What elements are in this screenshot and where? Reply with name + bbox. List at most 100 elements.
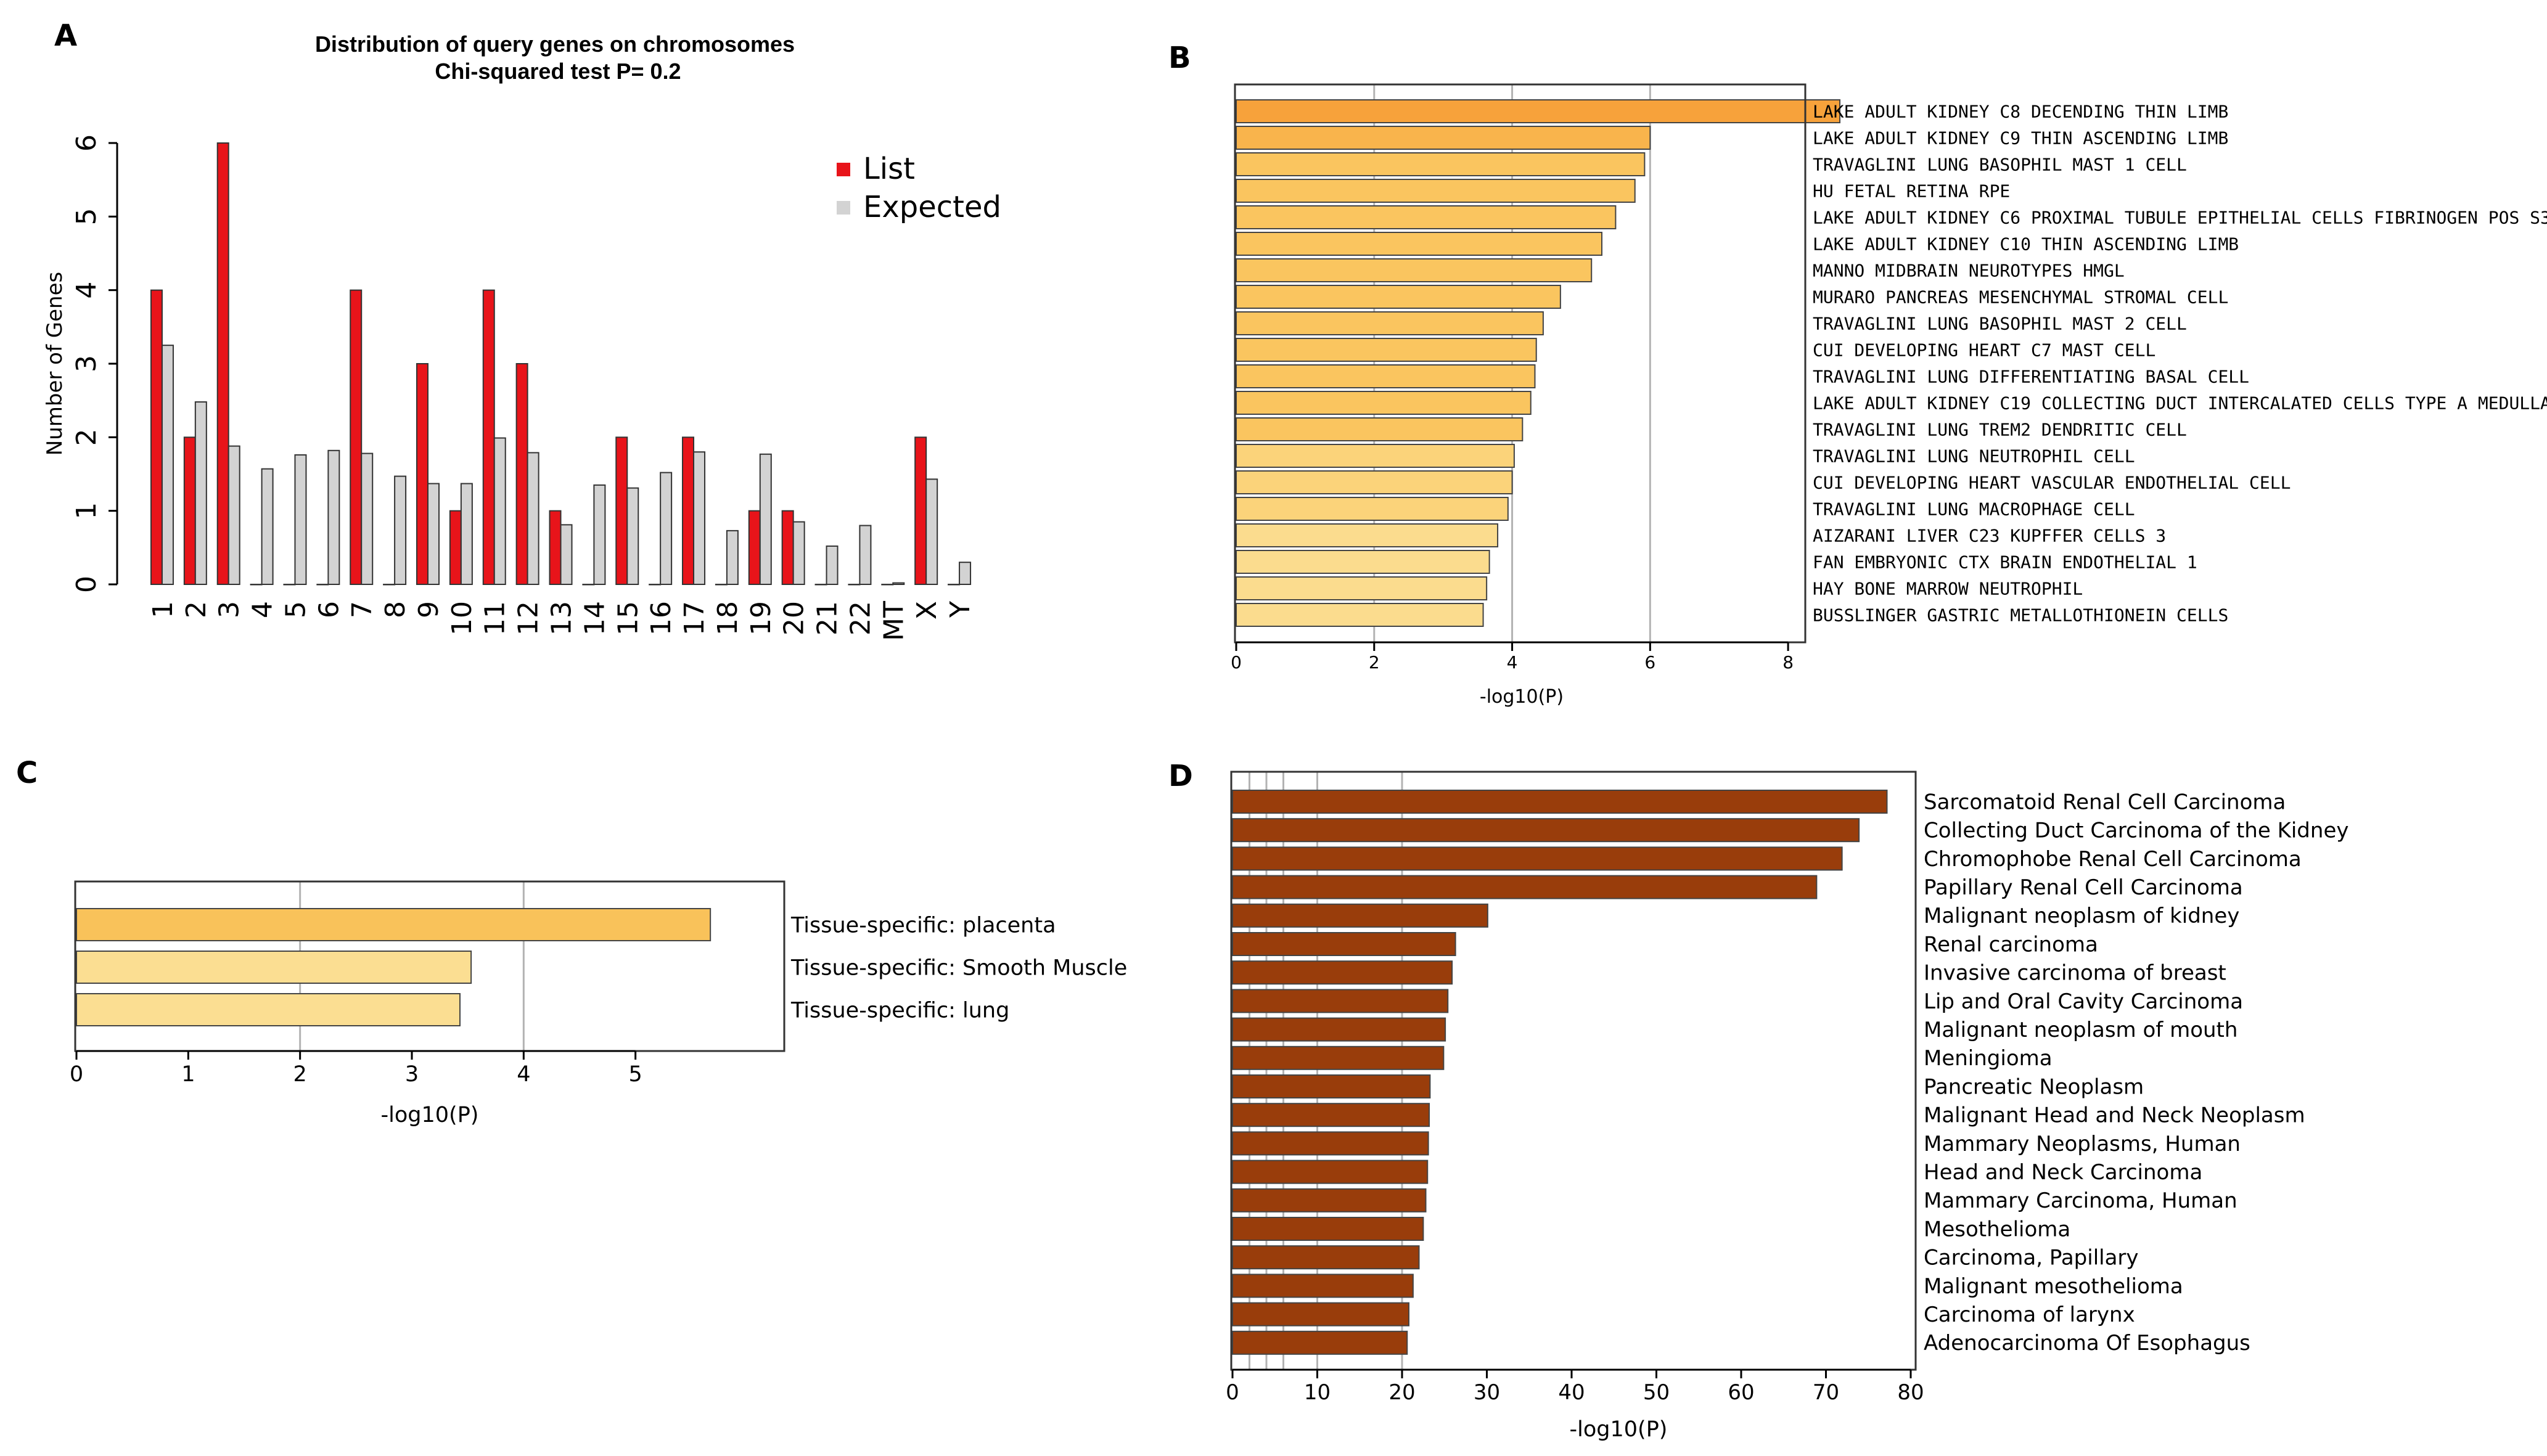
- chart-c-x-tick-label: 1: [181, 1062, 195, 1087]
- chart-d-bar-carcinoma-of-larynx: [1232, 1302, 1409, 1327]
- chart-d-category-label: Meningioma: [1924, 1046, 2053, 1071]
- chart-c-category-label: Tissue-specific: Smooth Muscle: [790, 955, 1127, 980]
- chart-a-bar-expected-10: [460, 483, 473, 585]
- chart-a-bar-list-1: [150, 289, 163, 585]
- chart-b-category-label: TRAVAGLINI LUNG BASOPHIL MAST 1 CELL: [1813, 154, 2187, 174]
- chart-d-bar-pancreatic-neoplasm: [1232, 1074, 1431, 1098]
- chart-b-category-label: LAKE ADULT KIDNEY C8 DECENDING THIN LIMB: [1813, 101, 2228, 121]
- chart-a-x-tick-label: 19: [745, 601, 777, 636]
- chart-a-x-tick-label: 8: [380, 601, 411, 618]
- chart-a-y-tick-label: 5: [71, 208, 102, 225]
- chart-a-bar-expected-20: [792, 521, 805, 585]
- chart-d-bar-papillary-renal-cell-carcinoma: [1232, 875, 1818, 899]
- chart-a-bar-list-2: [183, 436, 196, 585]
- chart-a-x-tick-label: 10: [446, 601, 478, 636]
- chart-a-bar-list-10: [449, 510, 462, 586]
- chart-b-bar-travaglini-lung-basophil-mast-2-cell: [1236, 311, 1544, 335]
- chart-b-category-label: MURARO PANCREAS MESENCHYMAL STROMAL CELL: [1813, 287, 2228, 307]
- chart-d-category-label: Pancreatic Neoplasm: [1924, 1074, 2144, 1099]
- chart-b-category-label: BUSSLINGER GASTRIC METALLOTHIONEIN CELLS: [1813, 605, 2228, 625]
- chart-b-x-tick-label: 0: [1231, 652, 1242, 673]
- chart-a-bar-list-6: [316, 584, 329, 586]
- chart-d-bar-chromophobe-renal-cell-carcinoma: [1232, 846, 1843, 871]
- chart-d-x-tick-label: 70: [1813, 1380, 1839, 1405]
- chart-a-bar-list-mt: [881, 584, 894, 586]
- chart-b-x-tick-label: 2: [1369, 652, 1380, 673]
- chart-a-bar-expected-8: [394, 475, 407, 586]
- chart-a-bar-expected-1: [161, 345, 174, 586]
- chart-b-bar-aizarani-liver-c23-kupffer-cells-3: [1236, 523, 1499, 547]
- chart-d-bar-invasive-carcinoma-of-breast: [1232, 960, 1453, 985]
- chart-b-x-tick-label: 4: [1507, 652, 1518, 673]
- chart-a-y-tick-label: 0: [71, 576, 102, 593]
- chart-d-bar-malignant-neoplasm-of-mouth: [1232, 1017, 1446, 1042]
- chart-b-category-label: MANNO MIDBRAIN NEUROTYPES HMGL: [1813, 260, 2125, 280]
- panel-letter-d: D: [1168, 759, 1193, 793]
- chart-b-bar-lake-adult-kidney-c6-proximal-tubule-epithelial-cells-fibrinogen-pos-s3: [1236, 205, 1617, 229]
- chart-a-bar-expected-14: [593, 484, 606, 586]
- chart-d-bar-lip-and-oral-cavity-carcinoma: [1232, 989, 1449, 1013]
- chart-b-category-label: LAKE ADULT KIDNEY C10 THIN ASCENDING LIM…: [1813, 234, 2239, 254]
- chart-b-x-tick-label: 8: [1782, 652, 1794, 673]
- chart-a-bar-list-12: [515, 363, 528, 585]
- chart-a-bar-expected-22: [859, 525, 872, 585]
- chart-d-category-label: Sarcomatoid Renal Cell Carcinoma: [1924, 790, 2286, 814]
- chart-d-bar-carcinoma-papillary: [1232, 1245, 1420, 1270]
- tissue-enrichment-chart: Tissue-specific: placenta Tissue-specific…: [70, 880, 1127, 1127]
- chart-b-bar-lake-adult-kidney-c9-thin-ascending-limb: [1236, 126, 1651, 150]
- chart-a-bar-expected-13: [560, 524, 573, 586]
- chart-d-category-label: Mammary Carcinoma, Human: [1924, 1188, 2237, 1213]
- chart-a-legend: List Expected: [837, 152, 1001, 224]
- chart-c-x-tick-label: 0: [70, 1062, 83, 1087]
- chart-a-x-tick-label: 14: [579, 601, 610, 636]
- chart-a-bar-list-20: [781, 510, 794, 586]
- chart-d-bar-malignant-mesothelioma: [1232, 1274, 1414, 1298]
- chart-a-bar-list-17: [682, 436, 695, 585]
- chart-a-x-tick-label: 17: [679, 601, 710, 636]
- chart-a-bar-list-11: [482, 289, 495, 585]
- chart-a-bar-expected-3: [228, 445, 240, 585]
- chart-a-bar-list-16: [649, 584, 662, 586]
- chart-a-bar-expected-9: [427, 483, 440, 585]
- chart-d-category-label: Invasive carcinoma of breast: [1924, 961, 2226, 986]
- chart-b-bar-busslinger-gastric-metallothionein-cells: [1236, 603, 1484, 627]
- cell-type-enrichment-chart: LAKE ADULT KIDNEY C8 DECENDING THIN LIMB…: [1231, 83, 2547, 708]
- chart-a-x-tick-label: 11: [480, 601, 511, 636]
- chart-d-category-label: Head and Neck Carcinoma: [1924, 1160, 2202, 1185]
- chart-d-x-tick-label: 40: [1558, 1380, 1585, 1405]
- chart-a-x-tick-label: 3: [214, 601, 245, 618]
- chart-b-bar-travaglini-lung-differentiating-basal-cell: [1236, 364, 1536, 388]
- chart-c-category-label: Tissue-specific: lung: [790, 998, 1009, 1023]
- chart-d-bar-sarcomatoid-renal-cell-carcinoma: [1232, 790, 1888, 814]
- chart-b-bar-travaglini-lung-trem2-dendritic-cell: [1236, 417, 1524, 441]
- chart-b-bar-cui-developing-heart-c7-mast-cell: [1236, 338, 1537, 362]
- chart-b-category-label: LAKE ADULT KIDNEY C19 COLLECTING DUCT IN…: [1813, 393, 2547, 413]
- chart-d-x-tick-label: 50: [1643, 1380, 1670, 1405]
- chart-a-x-tick-label: 5: [280, 601, 311, 618]
- chart-d-category-label: Malignant neoplasm of mouth: [1924, 1018, 2237, 1042]
- chart-a-bar-list-5: [283, 584, 296, 586]
- chart-a-bar-list-4: [250, 584, 263, 586]
- chart-a-bar-list-3: [216, 142, 229, 585]
- chart-d-category-label: Carcinoma of larynx: [1924, 1303, 2135, 1327]
- chart-a-x-tick-label: Y: [945, 601, 976, 618]
- chart-a-bar-list-9: [416, 363, 429, 585]
- chart-b-category-label: LAKE ADULT KIDNEY C9 THIN ASCENDING LIMB: [1813, 128, 2228, 148]
- chart-b-bar-muraro-pancreas-mesenchymal-stromal-cell: [1236, 285, 1561, 309]
- chart-c-category-label: Tissue-specific: placenta: [790, 913, 1056, 938]
- chart-d-category-label: Malignant mesothelioma: [1924, 1274, 2183, 1299]
- chart-b-bar-lake-adult-kidney-c10-thin-ascending-limb: [1236, 232, 1603, 256]
- chart-b-category-label: CUI DEVELOPING HEART VASCULAR ENDOTHELIA…: [1813, 472, 2291, 493]
- chart-b-category-label: TRAVAGLINI LUNG NEUTROPHIL CELL: [1813, 446, 2135, 466]
- chart-b-category-label: TRAVAGLINI LUNG DIFFERENTIATING BASAL CE…: [1813, 366, 2249, 386]
- chart-d-bar-renal-carcinoma: [1232, 932, 1456, 956]
- chart-b-category-label: TRAVAGLINI LUNG MACROPHAGE CELL: [1813, 499, 2135, 519]
- panel-letter-c: C: [16, 756, 38, 790]
- chart-a-title: Distribution of query genes on chromosom…: [315, 31, 795, 57]
- chart-a-x-tick-label: 7: [347, 601, 378, 618]
- chart-d-category-label: Collecting Duct Carcinoma of the Kidney: [1924, 819, 2348, 843]
- chart-a-y-tick-label: 6: [71, 134, 102, 152]
- chart-c-bar-tissue-specific-lung: [76, 993, 461, 1026]
- chart-b-category-label: AIZARANI LIVER C23 KUPFFER CELLS 3: [1813, 525, 2166, 546]
- chart-d-category-label: Adenocarcinoma Of Esophagus: [1924, 1331, 2250, 1356]
